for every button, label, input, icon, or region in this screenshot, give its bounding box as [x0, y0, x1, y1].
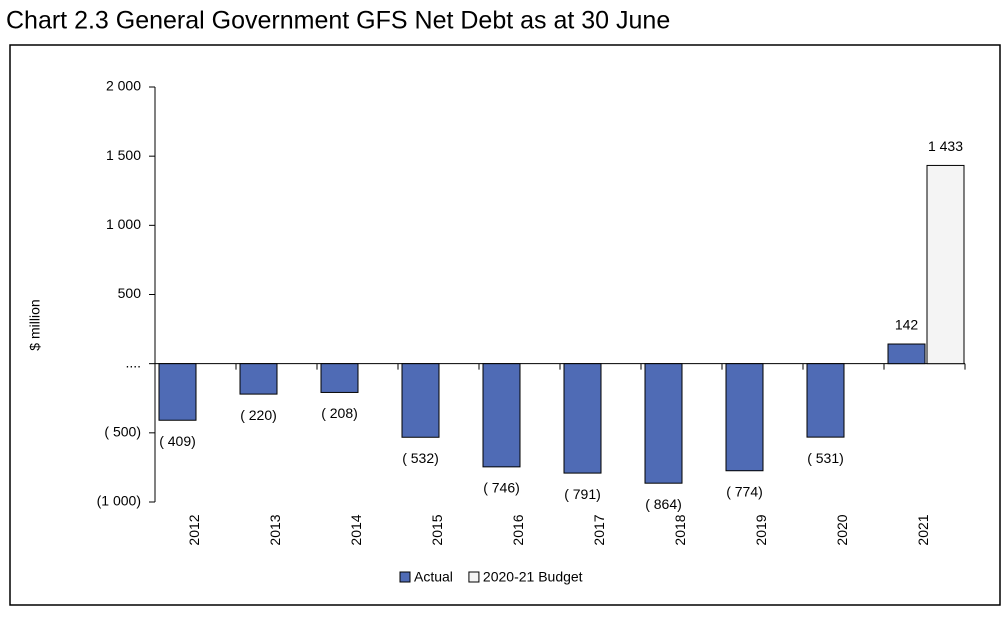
legend-swatch	[399, 571, 411, 583]
value-label: ( 532)	[402, 450, 439, 466]
bar	[887, 343, 926, 365]
y-tick-label: ....	[125, 354, 141, 370]
value-label: 142	[895, 317, 919, 333]
x-tick-label: 2013	[267, 514, 283, 545]
value-label: 1 433	[928, 138, 963, 154]
value-label: ( 409)	[159, 433, 196, 449]
x-tick-label: 2021	[915, 514, 931, 545]
y-tick-label: 500	[118, 285, 142, 301]
bar	[239, 363, 278, 395]
bar	[644, 363, 683, 484]
bar	[806, 363, 845, 438]
x-tick-label: 2014	[348, 514, 364, 545]
value-label: ( 864)	[645, 496, 682, 512]
bar	[725, 363, 764, 472]
x-tick-label: 2019	[753, 514, 769, 545]
x-tick-label: 2015	[429, 514, 445, 545]
bar	[482, 363, 521, 468]
legend-label: Actual	[414, 569, 453, 585]
value-label: ( 208)	[321, 405, 358, 421]
chart-frame	[9, 44, 1001, 606]
x-tick-label: 2012	[186, 514, 202, 545]
legend-swatch	[468, 571, 480, 583]
bar	[320, 363, 359, 393]
chart-title: Chart 2.3 General Government GFS Net Deb…	[6, 7, 670, 35]
x-tick-label: 2017	[591, 514, 607, 545]
bar	[926, 164, 965, 365]
value-label: ( 774)	[726, 483, 763, 499]
bar	[563, 363, 602, 474]
y-tick-label: 1 000	[106, 216, 141, 232]
legend-label: 2020-21 Budget	[483, 569, 583, 585]
x-tick-label: 2018	[672, 514, 688, 545]
y-tick-label: 1 500	[106, 147, 141, 163]
bar	[158, 363, 197, 421]
y-tick-label: ( 500)	[104, 424, 141, 440]
value-label: ( 220)	[240, 407, 277, 423]
bar	[401, 363, 440, 438]
y-axis-label: $ million	[27, 299, 43, 350]
value-label: ( 791)	[564, 486, 601, 502]
x-tick-label: 2020	[834, 514, 850, 545]
value-label: ( 531)	[807, 450, 844, 466]
x-tick-label: 2016	[510, 514, 526, 545]
value-label: ( 746)	[483, 480, 520, 496]
y-tick-label: (1 000)	[97, 493, 141, 509]
y-tick-label: 2 000	[106, 78, 141, 94]
